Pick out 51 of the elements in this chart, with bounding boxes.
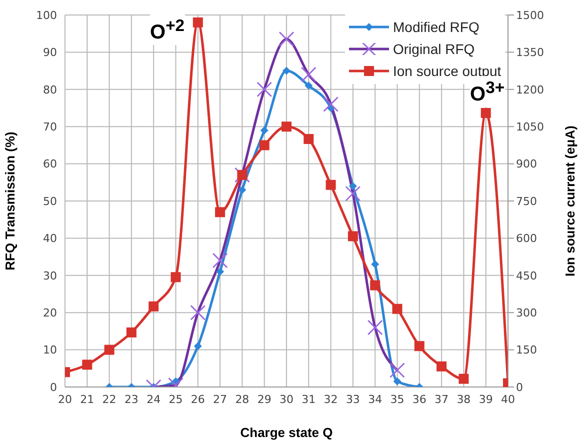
y-tick-label: 70: [43, 120, 57, 134]
x-tick-label: 33: [346, 392, 360, 406]
y-tick-label: 20: [43, 306, 57, 320]
y-tick-label: 80: [43, 83, 57, 96]
x-tick-label: 21: [80, 392, 94, 406]
x-tick-label: 37: [434, 392, 449, 406]
y-tick-label: 50: [43, 194, 57, 208]
y2-tick-label: 750: [516, 194, 537, 208]
x-axis-title: Charge state Q: [240, 425, 333, 440]
x-tick-label: 30: [280, 392, 294, 406]
x-tick-label: 32: [324, 392, 338, 406]
x-tick-label: 40: [501, 392, 515, 406]
x-tick-label: 29: [257, 392, 272, 406]
y-axis-title: RFQ Transmission (%): [2, 132, 18, 270]
y2-tick-label: 300: [516, 306, 537, 320]
x-tick-label: 26: [190, 392, 205, 406]
x-tick-label: 31: [302, 392, 316, 406]
legend-label: Modified RFQ: [393, 18, 480, 37]
y2-tick-label: 0: [516, 380, 523, 394]
y-tick-label: 30: [43, 269, 57, 282]
y-tick-label: 0: [50, 380, 57, 394]
x-tick-label: 25: [168, 392, 183, 406]
y-tick-label: 10: [43, 344, 57, 357]
y2-tick-label: 1500: [516, 8, 544, 22]
x-tick-label: 38: [456, 392, 471, 406]
x-tick-label: 28: [235, 392, 250, 406]
x-tick-label: 34: [368, 392, 382, 406]
x-tick-label: 24: [146, 392, 161, 406]
y2-tick-label: 150: [516, 344, 537, 357]
y2-tick-label: 450: [516, 269, 537, 282]
x-tick-label: 27: [213, 392, 228, 406]
y2-tick-label: 1050: [516, 120, 544, 134]
x-tick-label: 36: [412, 392, 426, 406]
x-tick-label: 35: [390, 392, 404, 406]
legend-label: Ion source output: [393, 62, 502, 81]
y-tick-label: 60: [43, 158, 57, 171]
annotation: O$^{3+}$: [470, 78, 505, 106]
y2-tick-label: 1200: [516, 83, 544, 96]
y-tick-label: 100: [36, 8, 57, 22]
y2-axis-title: Ion source current (eμA): [562, 126, 578, 276]
y2-tick-label: 600: [516, 232, 537, 246]
x-tick-label: 23: [124, 392, 138, 406]
x-tick-label: 22: [102, 392, 116, 406]
y2-tick-label: 900: [516, 158, 537, 171]
annotation: O$^{+2}$: [150, 14, 185, 45]
y-tick-label: 40: [43, 232, 57, 246]
x-tick-label: 39: [478, 392, 493, 406]
legend-label: Original RFQ: [393, 40, 475, 59]
x-tick-label: 20: [58, 392, 72, 406]
y-tick-label: 90: [43, 46, 57, 60]
y2-tick-label: 1350: [516, 46, 544, 60]
